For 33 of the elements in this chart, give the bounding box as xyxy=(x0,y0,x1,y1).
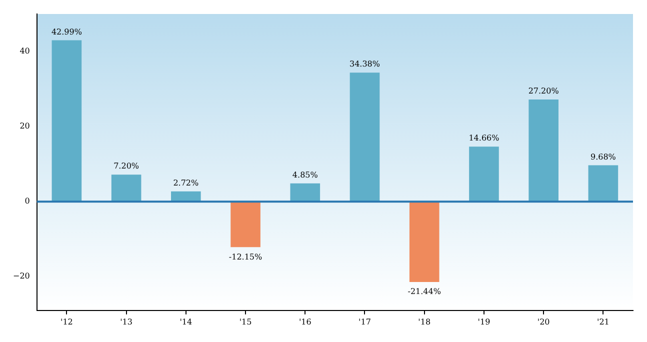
data-label: 7.20% xyxy=(114,162,140,171)
x-tick-label: '14 xyxy=(180,317,192,326)
bar xyxy=(409,202,440,282)
x-tick-label: '21 xyxy=(597,317,610,326)
bar xyxy=(528,100,558,202)
data-label: 4.85% xyxy=(292,170,318,180)
y-tick-label: −20 xyxy=(12,272,30,281)
y-tick-label: 20 xyxy=(20,122,30,131)
bar xyxy=(111,174,142,202)
bar xyxy=(469,146,499,202)
data-label: 14.66% xyxy=(468,134,500,143)
y-tick-label: 40 xyxy=(20,46,30,56)
x-tick-label: '16 xyxy=(298,317,312,326)
data-label: 27.20% xyxy=(528,86,560,96)
x-tick-label: '13 xyxy=(120,317,132,326)
bar xyxy=(588,165,618,202)
x-tick-label: '15 xyxy=(239,317,252,326)
data-label: 9.68% xyxy=(590,152,616,162)
data-label: 34.38% xyxy=(349,60,380,69)
y-tick-label: 0 xyxy=(24,196,30,206)
bar xyxy=(290,183,320,202)
bar xyxy=(52,40,82,202)
bar xyxy=(350,72,380,202)
x-tick-label: '18 xyxy=(418,317,431,326)
bar xyxy=(230,202,260,248)
x-tick-label: '20 xyxy=(537,317,550,326)
data-label: 42.99% xyxy=(51,27,82,36)
data-label: -12.15% xyxy=(228,252,263,262)
x-tick-label: '19 xyxy=(478,317,490,326)
data-label: 2.72% xyxy=(173,178,200,188)
x-tick-label: '12 xyxy=(60,317,73,326)
x-tick-label: '17 xyxy=(358,317,371,326)
data-label: -21.44% xyxy=(408,287,442,296)
